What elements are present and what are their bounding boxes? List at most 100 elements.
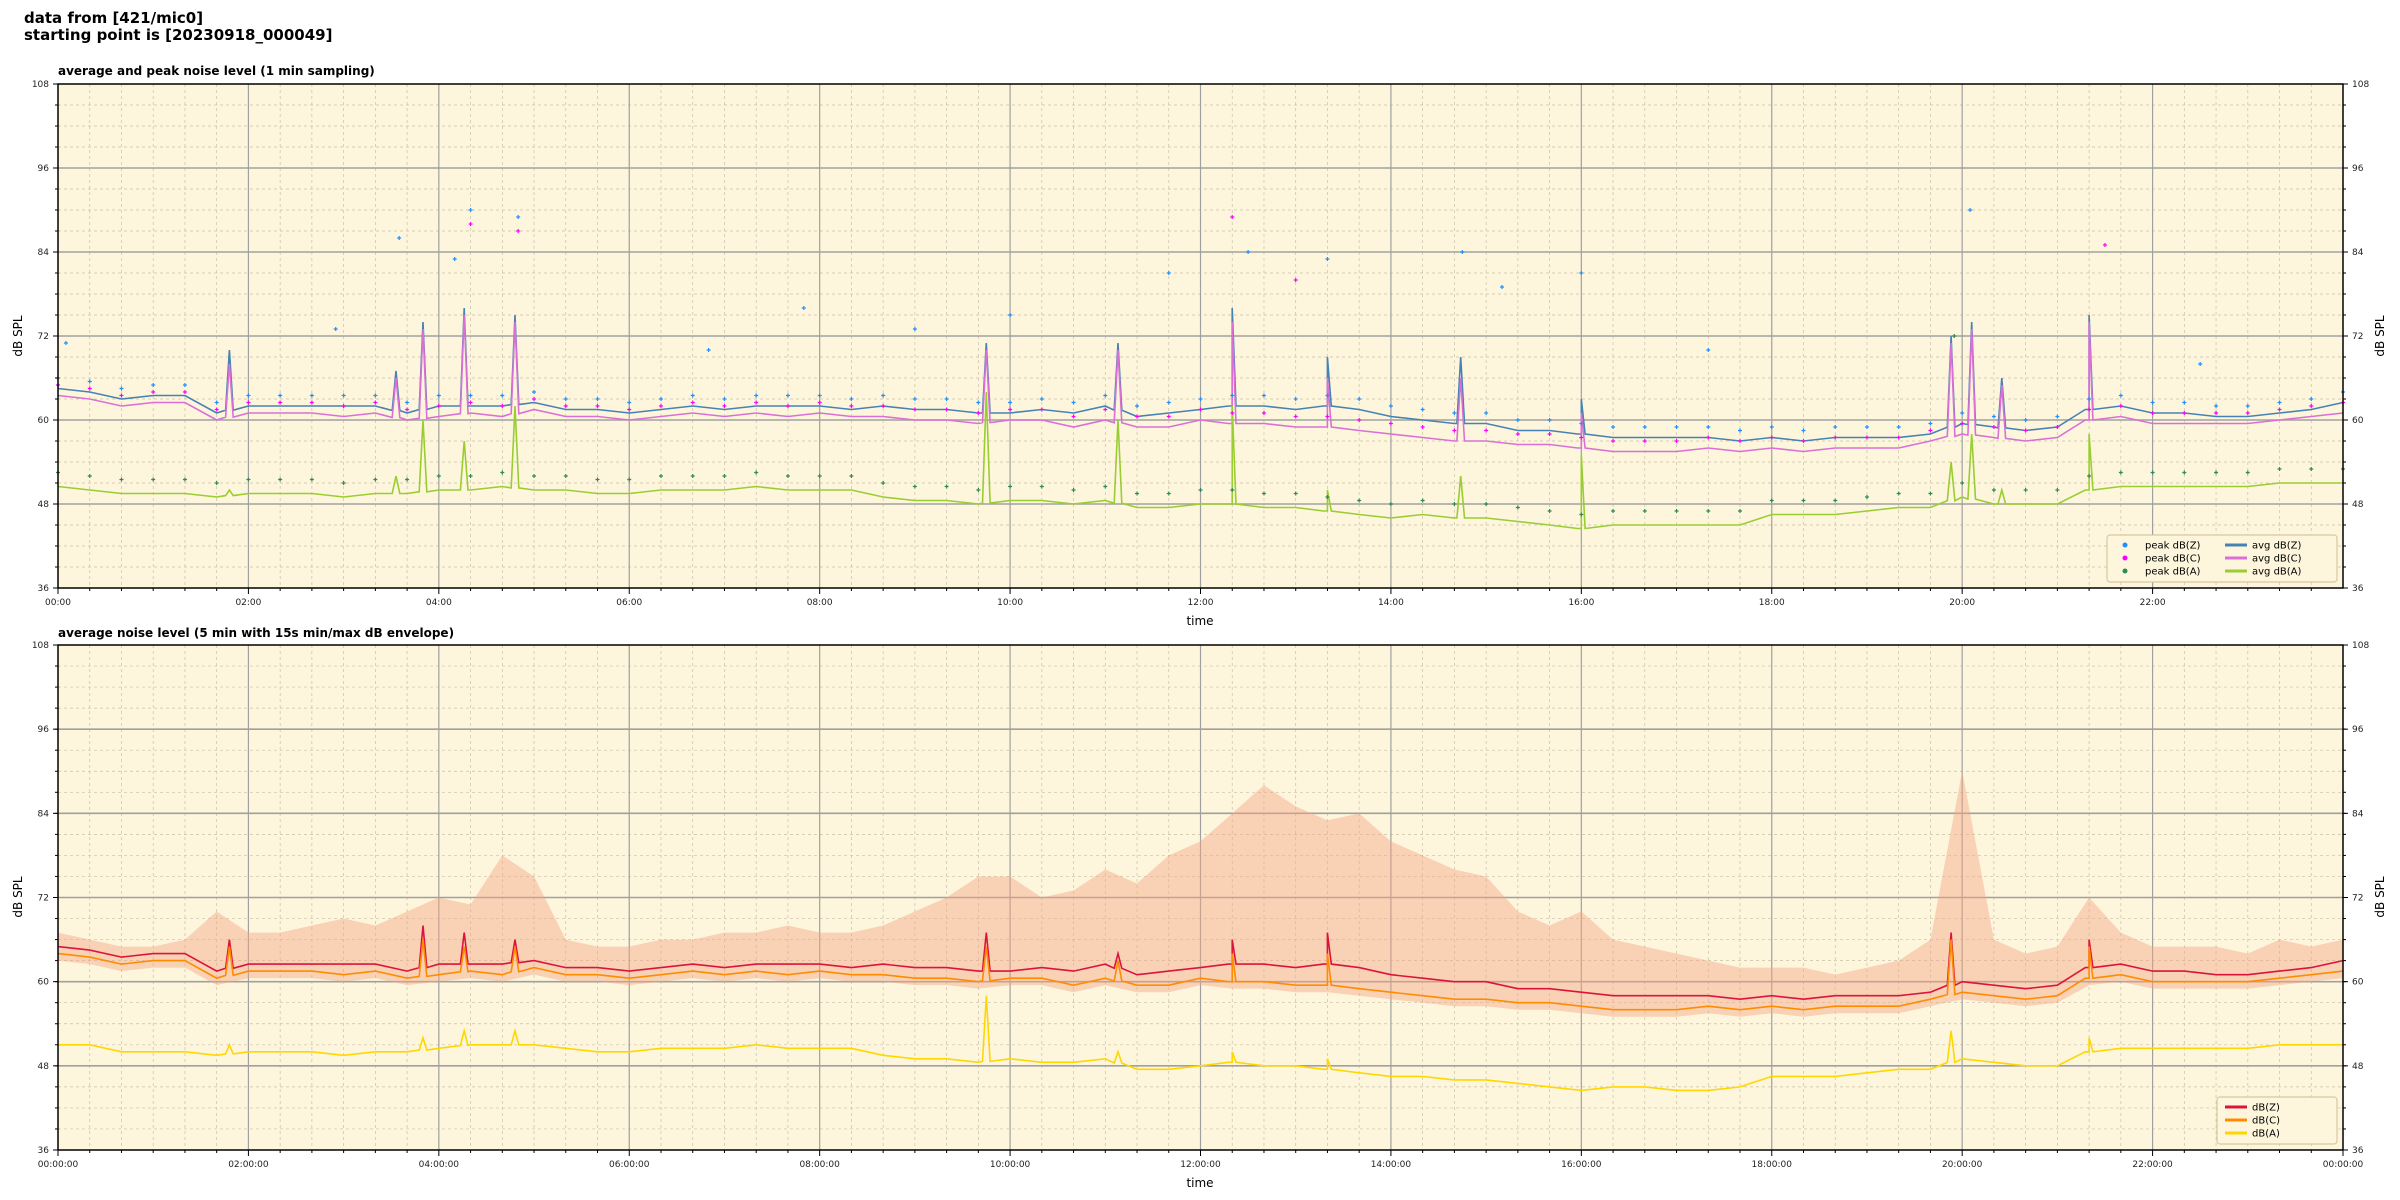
peak-point xyxy=(1611,425,1616,429)
peak-point xyxy=(1864,435,1869,440)
peak-point xyxy=(2182,470,2187,475)
peak-point xyxy=(373,477,378,482)
peak-point xyxy=(151,390,156,394)
peak-point xyxy=(1166,491,1171,496)
peak-point xyxy=(785,404,790,408)
peak-point xyxy=(2087,397,2092,401)
legend-item: avg dB(A) xyxy=(2225,567,2302,578)
y-tick-label-left: 48 xyxy=(38,500,50,510)
y-tick-label-right: 36 xyxy=(2352,584,2364,594)
x-tick-label: 04:00:00 xyxy=(419,1160,460,1170)
peak-point xyxy=(1960,411,1965,415)
peak-point xyxy=(722,474,727,478)
x-tick-label: 06:00:00 xyxy=(609,1160,650,1170)
peak-outlier-point xyxy=(706,348,711,352)
peak-point xyxy=(1674,425,1679,429)
peak-point xyxy=(214,481,219,485)
peak-point xyxy=(1198,407,1203,412)
peak-point xyxy=(1484,428,1489,433)
peak-point xyxy=(976,411,981,415)
peak-outlier-point xyxy=(1293,278,1298,282)
peak-point xyxy=(468,393,473,398)
peak-point xyxy=(1452,502,1457,506)
legend-label: avg dB(Z) xyxy=(2252,541,2302,552)
peak-point xyxy=(1103,393,1108,398)
peak-point xyxy=(405,407,410,412)
peak-point xyxy=(1230,411,1235,415)
series-points-peak-db-a- xyxy=(56,467,2345,517)
y-tick-label-left: 108 xyxy=(32,641,49,651)
y-tick-label-right: 96 xyxy=(2352,725,2364,735)
legend-item: dB(A) xyxy=(2225,1129,2280,1140)
chart-title-top: average and peak noise level (1 min samp… xyxy=(58,64,375,78)
x-tick-label: 08:00 xyxy=(807,598,833,608)
peak-point xyxy=(1833,425,1838,429)
peak-point xyxy=(436,474,441,478)
peak-point xyxy=(944,484,949,489)
peak-point xyxy=(2214,470,2219,475)
y-axis-label-top-left: dB SPL xyxy=(11,315,25,357)
peak-point xyxy=(2245,470,2250,475)
peak-point xyxy=(1039,407,1044,412)
peak-outlier-point xyxy=(912,327,917,331)
peak-point xyxy=(119,477,124,482)
peak-point xyxy=(2277,407,2282,412)
y-tick-label-left: 72 xyxy=(38,894,49,904)
peak-point xyxy=(754,393,759,398)
peak-point xyxy=(1230,488,1235,492)
x-tick-label: 06:00 xyxy=(616,598,642,608)
peak-point xyxy=(1928,421,1933,426)
y-tick-label-right: 48 xyxy=(2352,500,2364,510)
x-tick-label: 22:00 xyxy=(2140,598,2166,608)
peak-point xyxy=(1896,425,1901,429)
peak-point xyxy=(1547,509,1552,513)
peak-point xyxy=(2150,400,2155,405)
peak-point xyxy=(1071,414,1076,419)
x-tick-label: 12:00:00 xyxy=(1180,1160,1221,1170)
peak-outlier-point xyxy=(468,208,473,212)
peak-point xyxy=(151,383,156,387)
peak-outlier-point xyxy=(801,306,806,310)
peak-point xyxy=(468,474,473,478)
peak-point xyxy=(690,474,695,478)
x-tick-label: 02:00:00 xyxy=(228,1160,269,1170)
y-tick-label-right: 48 xyxy=(2352,1062,2364,1072)
peak-point xyxy=(2182,400,2187,405)
peak-point xyxy=(1801,439,1806,443)
x-tick-label: 16:00:00 xyxy=(1561,1160,1602,1170)
peak-point xyxy=(246,393,251,398)
peak-point xyxy=(1642,509,1647,513)
plot-0: 36 36 48 48 60 60 72 72 84 84 96 96 108 108 00:00 02:00… xyxy=(32,80,2370,608)
peak-point xyxy=(1769,425,1774,429)
peak-point xyxy=(436,393,441,398)
peak-point xyxy=(246,477,251,482)
peak-point xyxy=(182,390,187,394)
peak-point xyxy=(1706,509,1711,513)
peak-point xyxy=(912,407,917,412)
peak-point xyxy=(785,474,790,478)
peak-outlier-point xyxy=(1579,271,1584,275)
y-tick-label-right: 72 xyxy=(2352,894,2363,904)
legend-marker-dot xyxy=(2122,568,2128,574)
peak-point xyxy=(595,397,600,401)
peak-point xyxy=(1261,393,1266,398)
legend-item: avg dB(Z) xyxy=(2225,541,2302,552)
peak-point xyxy=(1293,414,1298,419)
series-line-db-c- xyxy=(57,939,2344,1011)
x-tick-label: 00:00:00 xyxy=(2323,1160,2364,1170)
peak-point xyxy=(1071,488,1076,492)
peak-point xyxy=(1388,404,1393,408)
peak-point xyxy=(1008,484,1013,489)
peak-outlier-point xyxy=(1952,334,1957,338)
peak-point xyxy=(785,393,790,398)
peak-point xyxy=(1991,414,1996,419)
peak-point xyxy=(246,400,251,405)
y-tick-label-left: 36 xyxy=(38,584,50,594)
peak-point xyxy=(2150,470,2155,475)
legend-box xyxy=(2106,534,2338,583)
y-tick-label-right: 72 xyxy=(2352,332,2363,342)
peak-point xyxy=(1230,393,1235,398)
peak-point xyxy=(468,400,473,405)
peak-point xyxy=(214,400,219,405)
peak-point xyxy=(2245,404,2250,408)
